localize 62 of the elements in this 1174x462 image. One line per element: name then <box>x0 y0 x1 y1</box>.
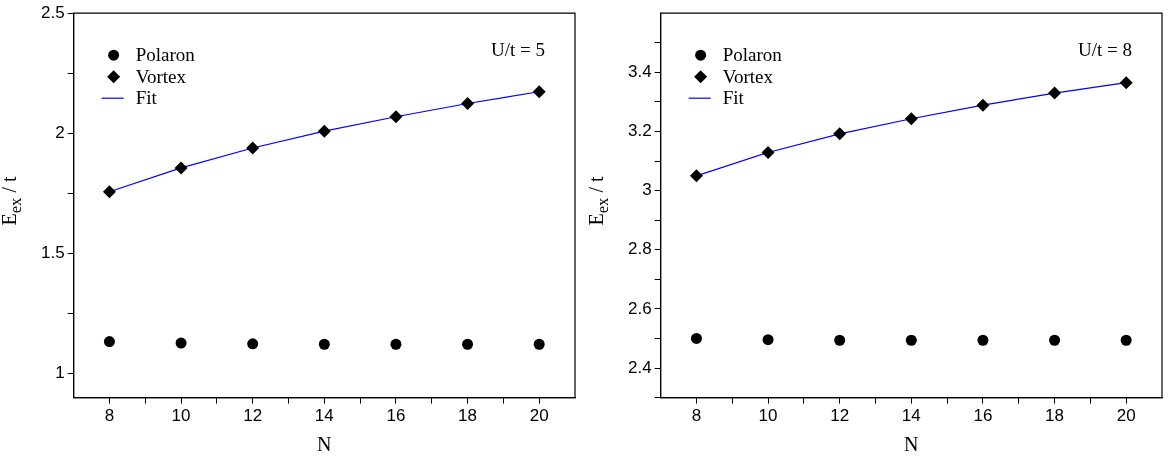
x-tick-label: 10 <box>758 406 778 426</box>
x-tick-label: 16 <box>973 406 993 426</box>
point <box>1120 334 1132 346</box>
x-tick-label: 8 <box>691 406 702 426</box>
x-tick-label: 18 <box>1045 406 1065 426</box>
x-tick-label: 20 <box>1116 406 1136 426</box>
point <box>174 161 188 175</box>
point <box>905 334 917 346</box>
y-tick-label: 3 <box>642 180 652 200</box>
point <box>532 85 546 99</box>
point <box>247 338 259 350</box>
annotation: U/t = 8 <box>1078 39 1132 61</box>
y-tick-label: 3.2 <box>627 121 652 141</box>
point <box>977 334 989 346</box>
x-tick-label: 12 <box>830 406 850 426</box>
point <box>976 98 990 112</box>
x-tick-label: 14 <box>314 406 334 426</box>
point <box>904 112 918 126</box>
legend-label: Vortex <box>135 65 187 87</box>
point <box>462 338 474 350</box>
point <box>761 145 775 159</box>
point <box>1049 334 1061 346</box>
y-tick-label: 3.4 <box>627 62 652 82</box>
point <box>1048 86 1062 100</box>
y-tick-label: 2.8 <box>627 239 652 259</box>
y-tick-label: 2.4 <box>627 357 652 377</box>
legend-label: Polaron <box>722 44 783 66</box>
point <box>102 185 116 199</box>
x-axis-title: N <box>317 433 332 456</box>
point <box>533 338 545 350</box>
x-tick-label: 18 <box>458 406 478 426</box>
point <box>246 141 260 155</box>
x-tick-label: 8 <box>104 406 115 426</box>
x-tick-label: 14 <box>901 406 921 426</box>
y-tick-label: 2.5 <box>40 2 65 22</box>
point <box>103 336 115 348</box>
point <box>318 338 330 350</box>
point <box>317 124 331 138</box>
legend-label: Polaron <box>135 44 196 66</box>
point <box>762 334 774 346</box>
point <box>690 332 702 344</box>
point <box>389 110 403 124</box>
point <box>461 97 475 111</box>
point <box>1119 76 1133 90</box>
legend-label: Fit <box>722 87 745 109</box>
point <box>390 338 402 350</box>
point <box>833 127 847 141</box>
x-tick-label: 16 <box>386 406 406 426</box>
y-tick-label: 2 <box>55 123 65 143</box>
legend-label: Fit <box>135 87 158 109</box>
x-tick-label: 12 <box>243 406 263 426</box>
y-tick-label: 2.6 <box>627 298 652 318</box>
y-tick-label: 1 <box>55 363 65 383</box>
x-axis-title: N <box>904 433 919 456</box>
point <box>175 337 187 349</box>
x-tick-label: 10 <box>171 406 191 426</box>
y-tick-label: 1.5 <box>40 243 65 263</box>
legend-label: Vortex <box>722 65 774 87</box>
point <box>834 334 846 346</box>
x-tick-label: 20 <box>529 406 549 426</box>
annotation: U/t = 5 <box>491 39 545 61</box>
point <box>689 169 703 183</box>
